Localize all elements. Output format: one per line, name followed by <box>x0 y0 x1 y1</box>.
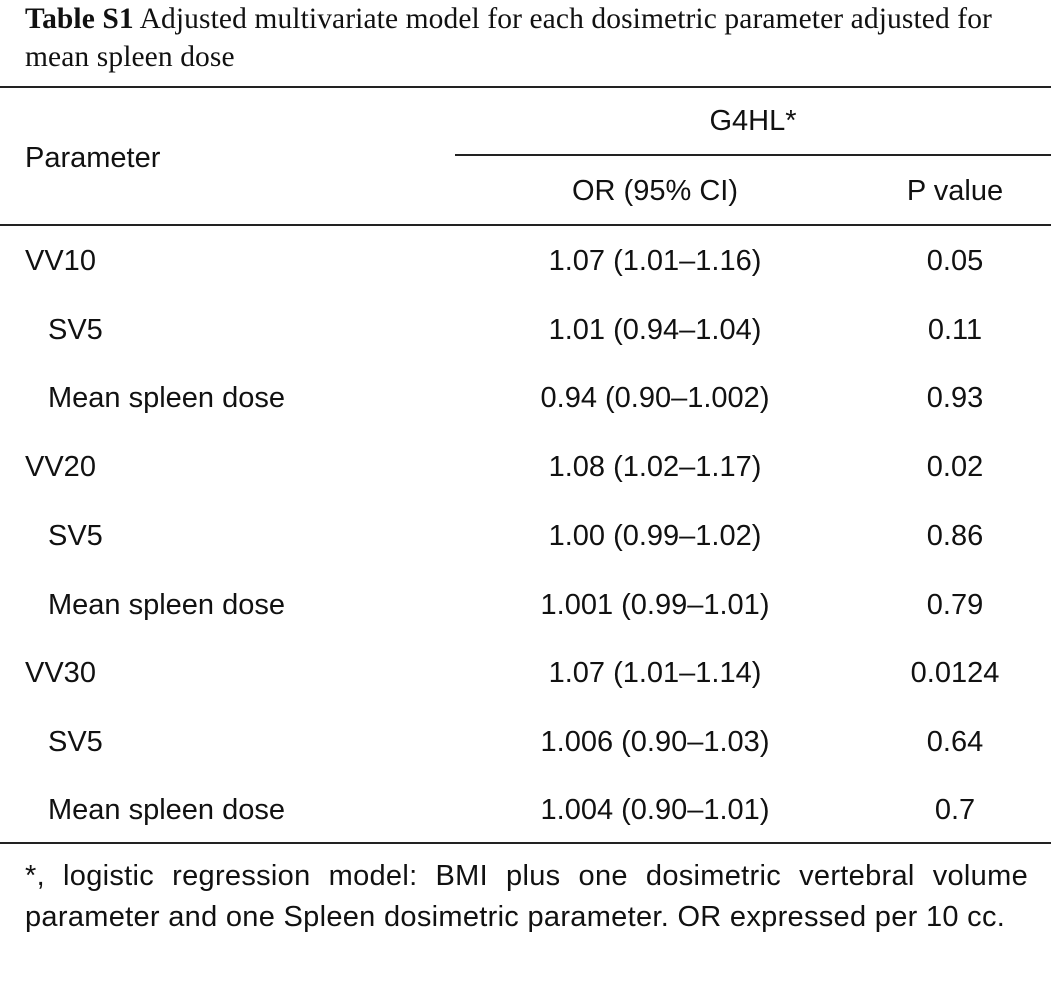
row-or: 1.01 (0.94–1.04) <box>548 314 762 346</box>
table-label: Table S1 <box>25 3 134 35</box>
row-or: 1.08 (1.02–1.17) <box>548 451 762 483</box>
row-or: 1.001 (0.99–1.01) <box>540 589 770 621</box>
row-p-value: 0.02 <box>926 451 984 483</box>
row-p-value: 0.64 <box>926 726 984 758</box>
row-or: 0.94 (0.90–1.002) <box>540 382 770 414</box>
row-parameter: Mean spleen dose <box>48 382 285 414</box>
row-p-value: 0.7 <box>934 794 976 826</box>
header-p-value: P value <box>906 175 1004 207</box>
row-parameter: Mean spleen dose <box>48 589 285 621</box>
row-parameter: SV5 <box>48 726 103 758</box>
row-or: 1.006 (0.90–1.03) <box>540 726 770 758</box>
row-p-value: 0.79 <box>926 589 984 621</box>
row-or: 1.004 (0.90–1.01) <box>540 794 770 826</box>
row-parameter: VV10 <box>25 245 96 277</box>
row-parameter: VV30 <box>25 657 96 689</box>
header-parameter: Parameter <box>25 142 161 174</box>
row-or: 1.00 (0.99–1.02) <box>548 520 762 552</box>
header-or: OR (95% CI) <box>572 175 738 207</box>
row-parameter: SV5 <box>48 314 103 346</box>
row-p-value: 0.86 <box>926 520 984 552</box>
row-parameter: Mean spleen dose <box>48 794 285 826</box>
caption-text: Adjusted multivariate model for each dos… <box>25 3 992 73</box>
table-footnote: *, logistic regression model: BMI plus o… <box>25 860 1028 933</box>
top-rule <box>0 86 1051 88</box>
table-caption: Table S1 Adjusted multivariate model for… <box>25 0 1035 76</box>
header-rule <box>0 224 1051 226</box>
group-rule <box>455 154 1051 156</box>
row-p-value: 0.0124 <box>910 657 1000 689</box>
row-p-value: 0.93 <box>926 382 984 414</box>
row-p-value: 0.05 <box>926 245 984 277</box>
row-parameter: VV20 <box>25 451 96 483</box>
row-or: 1.07 (1.01–1.16) <box>548 245 762 277</box>
row-or: 1.07 (1.01–1.14) <box>548 657 762 689</box>
bottom-rule <box>0 842 1051 844</box>
header-group: G4HL* <box>709 105 797 137</box>
row-p-value: 0.11 <box>927 314 983 346</box>
row-parameter: SV5 <box>48 520 103 552</box>
